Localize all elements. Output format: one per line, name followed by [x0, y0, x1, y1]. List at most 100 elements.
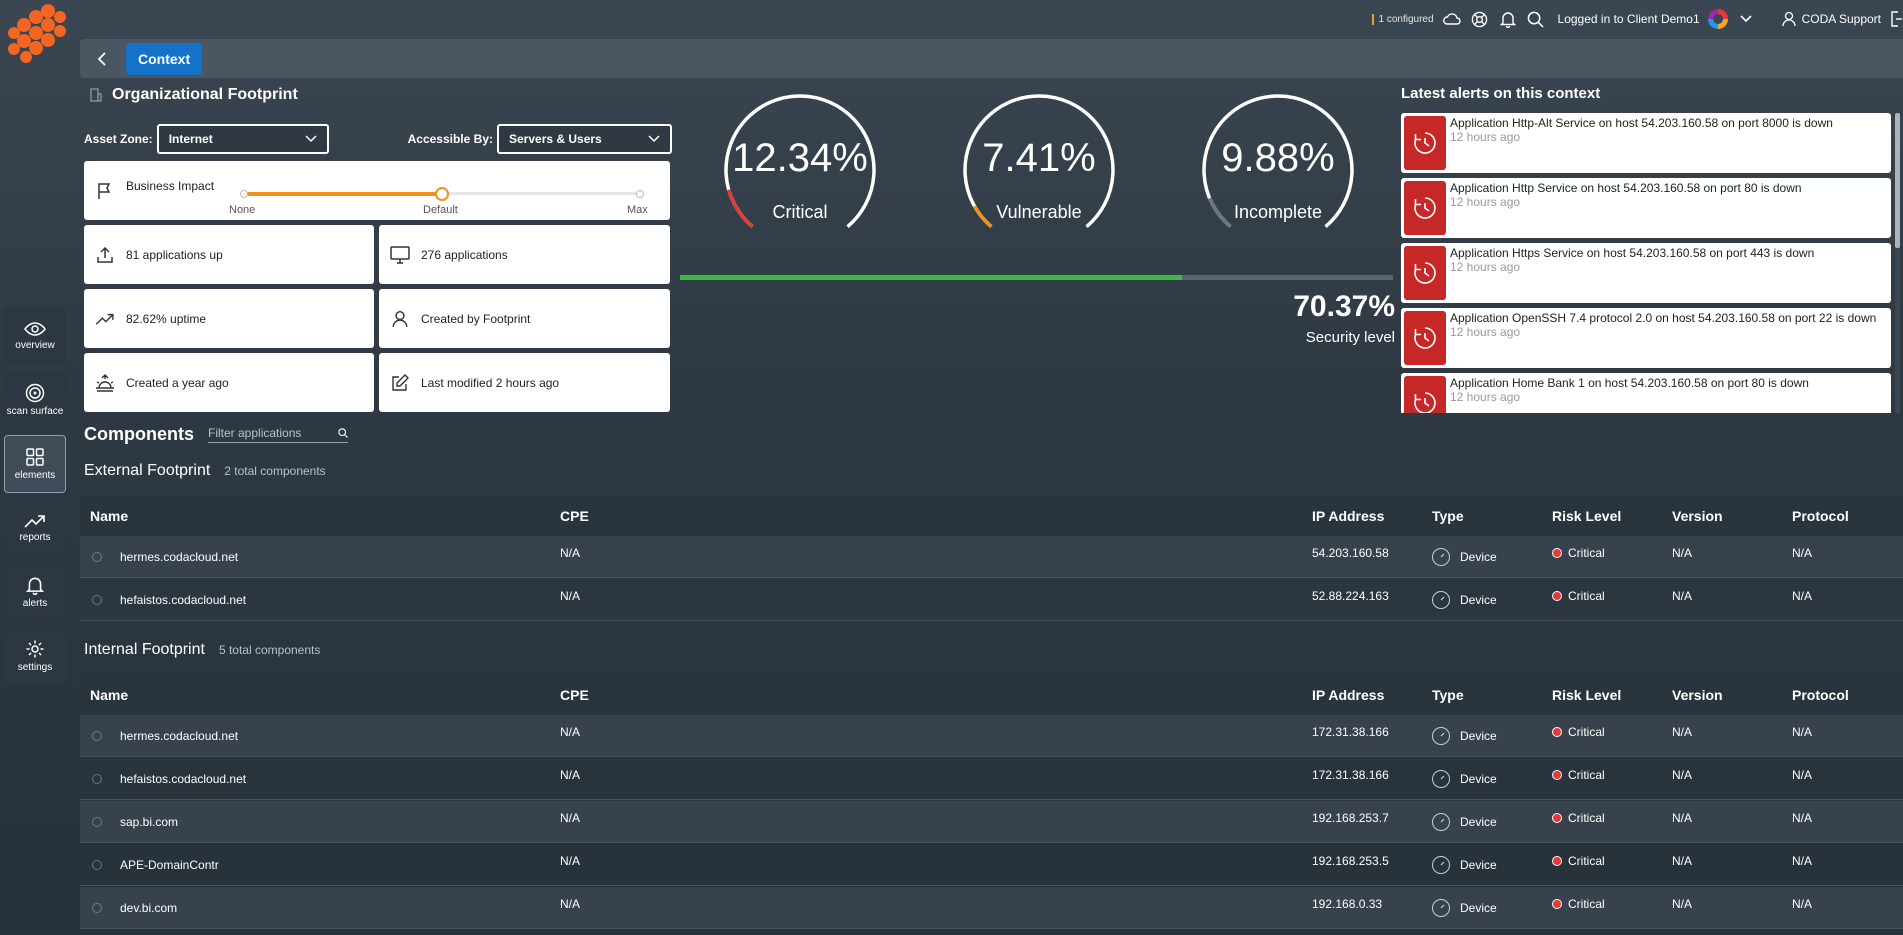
impact-level-max: Max — [627, 204, 648, 216]
filter-applications-input[interactable]: Filter applications — [208, 426, 348, 443]
alert-item[interactable]: Application Https Service on host 54.203… — [1401, 243, 1891, 303]
cell-name[interactable]: hermes.codacloud.net — [120, 728, 239, 743]
cell-ip: 192.168.253.5 — [1312, 853, 1389, 868]
filter-placeholder: Filter applications — [208, 426, 302, 440]
zone-filters: Asset Zone: Internet Accessible By: Serv… — [84, 124, 672, 154]
slider-fill — [243, 192, 442, 196]
nav-reports[interactable]: reports — [4, 499, 66, 557]
table-row[interactable]: hefaistos.codacloud.net N/A 172.31.38.16… — [80, 758, 1903, 800]
security-level-fill — [680, 275, 1182, 280]
cloud-icon[interactable] — [1442, 9, 1462, 29]
column-header-ip[interactable]: IP Address — [1312, 687, 1385, 703]
accessible-by-select[interactable]: Servers & Users — [497, 124, 672, 154]
org-ring-icon[interactable] — [1707, 9, 1728, 29]
alert-time: 12 hours ago — [1450, 130, 1521, 144]
column-header-name[interactable]: Name — [90, 508, 129, 524]
alerts-title: Latest alerts on this context — [1401, 85, 1601, 102]
nav-label: elements — [14, 470, 56, 481]
risk-critical-icon — [1552, 769, 1562, 780]
device-gauge-icon — [1432, 547, 1450, 566]
cell-type: Device — [1432, 536, 1497, 577]
gauge-critical: 12.34% Critical — [720, 90, 880, 250]
configured-badge[interactable]: 1 configured — [1372, 13, 1434, 25]
nav-alerts[interactable]: alerts — [4, 563, 66, 621]
column-header-version[interactable]: Version — [1672, 508, 1723, 524]
table-row[interactable]: hefaistos.codacloud.net N/A 52.88.224.16… — [80, 579, 1903, 621]
table-row[interactable]: hermes.codacloud.net N/A 54.203.160.58 D… — [80, 536, 1903, 578]
cell-type: Device — [1432, 801, 1497, 842]
alert-item[interactable]: Application Home Bank 1 on host 54.203.1… — [1401, 373, 1891, 413]
alert-item[interactable]: Application Http Service on host 54.203.… — [1401, 178, 1891, 238]
table-header: Name CPE IP Address Type Risk Level Version Pr… — [80, 496, 1903, 536]
column-header-protocol[interactable]: Protocol — [1792, 687, 1849, 703]
bell-icon[interactable] — [1498, 9, 1518, 29]
alerts-scroll-thumb[interactable] — [1895, 113, 1900, 248]
table-row[interactable]: sap.bi.com N/A 192.168.253.7 Device Crit… — [80, 801, 1903, 843]
cell-risk: Critical — [1552, 575, 1605, 616]
help-lifebuoy-icon[interactable] — [1470, 9, 1490, 29]
cell-risk: Critical — [1552, 532, 1605, 573]
eye-icon — [24, 322, 46, 336]
search-icon — [338, 428, 348, 438]
column-header-cpe[interactable]: CPE — [560, 687, 589, 703]
type-label: Device — [1460, 592, 1497, 607]
risk-label: Critical — [1568, 896, 1605, 911]
cell-name[interactable]: APE-DomainContr — [120, 857, 219, 872]
column-header-type[interactable]: Type — [1432, 508, 1464, 524]
risk-critical-icon — [1552, 590, 1562, 601]
nav-elements[interactable]: elements — [4, 435, 66, 493]
column-header-ip[interactable]: IP Address — [1312, 508, 1385, 524]
nav-settings[interactable]: settings — [4, 627, 66, 685]
gauge-fill — [1207, 197, 1232, 229]
cell-name[interactable]: hefaistos.codacloud.net — [120, 592, 247, 607]
user-menu[interactable]: CODA Support — [1781, 11, 1881, 27]
cell-risk: Critical — [1552, 754, 1605, 795]
table-row[interactable]: hermes.codacloud.net N/A 172.31.38.166 D… — [80, 715, 1903, 757]
column-header-version[interactable]: Version — [1672, 687, 1723, 703]
cell-name[interactable]: sap.bi.com — [120, 814, 179, 829]
alerts-scrollbar[interactable] — [1895, 113, 1900, 413]
context-tab[interactable]: Context — [126, 42, 203, 75]
search-icon[interactable] — [1526, 9, 1546, 29]
table-row[interactable]: dev.bi.com N/A 192.168.0.33 Device Criti… — [80, 887, 1903, 929]
alert-item[interactable]: Application Http-Alt Service on host 54.… — [1401, 113, 1891, 173]
table-header: Name CPE IP Address Type Risk Level Version Pr… — [80, 675, 1903, 715]
column-header-risk[interactable]: Risk Level — [1552, 508, 1622, 524]
column-header-name[interactable]: Name — [90, 687, 129, 703]
device-gauge-icon — [1432, 590, 1450, 609]
cell-name[interactable]: hermes.codacloud.net — [120, 549, 239, 564]
slider-stop-none[interactable] — [240, 190, 248, 198]
gauge-value: 12.34% — [732, 136, 868, 180]
business-impact-label: Business Impact — [126, 178, 215, 193]
alert-clock-icon — [1404, 376, 1446, 413]
cell-name[interactable]: hefaistos.codacloud.net — [120, 771, 247, 786]
cell-version: N/A — [1672, 545, 1693, 560]
slider-stop-max[interactable] — [636, 190, 644, 198]
nav-overview[interactable]: overview — [4, 307, 66, 365]
nav-scan-surface[interactable]: scan surface — [4, 371, 66, 429]
device-gauge-icon — [1432, 769, 1450, 788]
cell-protocol: N/A — [1792, 588, 1813, 603]
risk-critical-icon — [1552, 855, 1562, 866]
table-row[interactable]: APE-DomainContr N/A 192.168.253.5 Device… — [80, 844, 1903, 886]
type-label: Device — [1460, 900, 1497, 915]
type-label: Device — [1460, 857, 1497, 872]
external-footprint-header: External Footprint 2 total components — [84, 462, 326, 480]
back-button[interactable] — [84, 41, 120, 77]
column-header-protocol[interactable]: Protocol — [1792, 508, 1849, 524]
column-header-risk[interactable]: Risk Level — [1552, 687, 1622, 703]
page-title: Organizational Footprint — [112, 86, 298, 103]
cell-name[interactable]: dev.bi.com — [120, 900, 178, 915]
gauge-incomplete: 9.88% Incomplete — [1198, 90, 1358, 250]
asset-zone-select[interactable]: Internet — [156, 124, 329, 154]
business-impact-slider[interactable]: None Default Max — [229, 186, 648, 216]
column-header-cpe[interactable]: CPE — [560, 508, 589, 524]
alert-item[interactable]: Application OpenSSH 7.4 protocol 2.0 on … — [1401, 308, 1891, 368]
row-status-icon — [92, 859, 102, 870]
column-header-type[interactable]: Type — [1432, 687, 1464, 703]
slider-thumb[interactable] — [435, 187, 449, 201]
sign-out-icon[interactable] — [1889, 9, 1903, 29]
cell-cpe: N/A — [560, 588, 581, 603]
alert-clock-icon — [1404, 311, 1446, 365]
chevron-down-icon[interactable] — [1736, 9, 1756, 29]
